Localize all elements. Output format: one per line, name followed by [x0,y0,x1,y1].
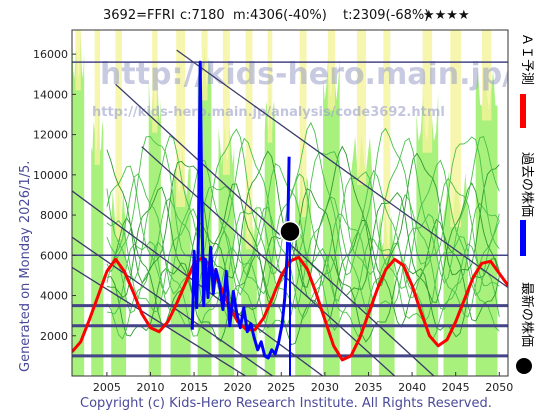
x-axis: 2005 2010 2015 2020 2025 2030 2035 2040 2045 2050 [93,372,513,394]
x-tick-label: 2010 [136,381,164,394]
x-tick-label: 2005 [93,381,121,394]
ticker-label: 3692=FFRI [103,8,175,23]
trend-channel-line [141,146,396,376]
trend-channel-line [176,49,508,289]
forecast-band-highlight [422,30,433,153]
plot-frame [71,29,509,377]
forecast-band [170,147,191,376]
legend-latest-dot [516,358,532,374]
x-tick-label: 2015 [180,381,208,394]
forecast-band-highlight [327,30,336,111]
y-tick-label: 16000 [33,48,68,61]
forecast-band-highlight [201,30,208,101]
y-axis: 2000 4000 6000 8000 10000 12000 14000 16000 [33,48,76,343]
watermark-url-page: http://kids-hero.main.jp/analysis/code36… [92,105,445,120]
forecast-band-highlight [176,30,185,208]
rating-stars: ★★★★ [423,8,470,23]
y-tick-label: 10000 [33,169,68,182]
simulation-line [106,194,500,316]
plot-area: http://kids-hero.main.jp/ http://kids-he… [71,29,509,377]
x-tick-label: 2030 [311,381,339,394]
forecast-band-highlight [481,30,492,121]
median-label: m:4306(-40%) [233,8,327,23]
forecast-band-highlight [450,30,462,228]
simulation-line [106,182,500,309]
x-tick-label: 2025 [267,381,295,394]
legend-latest-label: 最新の株価 [519,282,535,347]
simulation-line [106,121,500,276]
forecast-band-highlight [245,30,253,250]
forecast-band-highlight [94,30,100,165]
y-tick-label: 6000 [40,249,68,262]
latest-price-dot [279,220,301,243]
forecast-band [148,78,161,376]
forecast-band-highlight [75,30,81,91]
y-tick-label: 8000 [40,209,68,222]
generated-date: Generated on Monday 2026/1/5. [18,161,33,372]
x-tick-label: 2020 [224,381,252,394]
legend-ai-swatch [520,94,526,128]
x-tick-label: 2040 [398,381,426,394]
forecast-band-highlight [152,30,158,133]
latest-price-marker [279,220,301,376]
x-tick-label: 2035 [354,381,382,394]
y-tick-label: 4000 [40,290,68,303]
y-tick-label: 12000 [33,129,68,142]
simulation-line [106,135,500,284]
forecast-band-highlight [267,30,273,143]
y-tick-label: 14000 [33,88,68,101]
current-price-label: c:7180 [180,8,225,23]
legend: ＡＩ予測 過去の株価 最新の株価 [516,33,535,374]
legend-past-label: 過去の株価 [519,152,534,217]
forecast-band-highlight [115,30,122,240]
y-tick-label: 2000 [40,330,68,343]
forecast-band-highlight [222,30,230,175]
trend-channel-line [72,236,274,376]
simulation-line [106,206,500,321]
simulation-line [106,145,500,288]
trend-channel-line [115,83,435,376]
legend-ai-label: ＡＩ予測 [519,33,534,85]
forecast-band [72,30,85,376]
forecast-band [111,189,127,376]
legend-past-swatch [520,220,526,256]
forecast-band-highlight [383,30,391,260]
copyright: Copyright (c) Kids-Hero Research Institu… [80,396,492,411]
forecast-band [378,204,395,376]
x-tick-label: 2045 [442,381,470,394]
target-label: t:2309(-68%) [343,8,429,23]
x-tick-label: 2050 [485,381,513,394]
forecast-band-highlight [356,30,367,185]
forecast-band-highlight [299,30,307,218]
past-price-line [190,60,291,360]
